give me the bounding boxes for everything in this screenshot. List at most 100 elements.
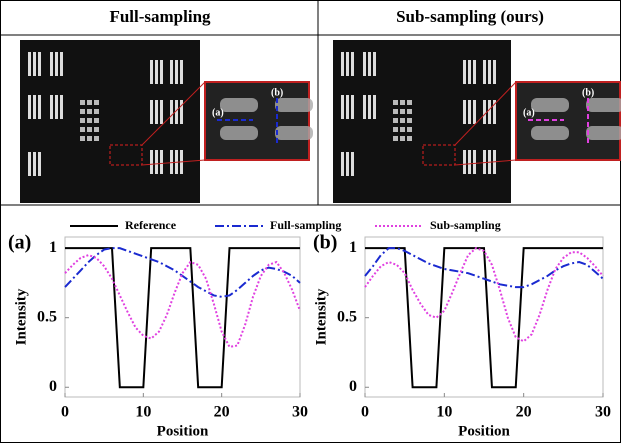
target-bar [87,100,92,105]
target-bar [407,136,412,141]
target-bar [468,150,471,174]
target-image [333,40,511,203]
target-bar [407,100,412,105]
target-bar [94,127,99,132]
target-bar [493,100,496,124]
y-tick-label: 0.5 [337,308,357,325]
inset-label: (b) [582,87,594,98]
target-bar [393,100,398,105]
target-bar [468,60,471,84]
x-tick-label: 0 [61,404,69,421]
target-bar [373,52,376,76]
x-tick-label: 20 [214,404,230,421]
target-bar [175,60,178,84]
inset-blob [220,126,258,140]
x-tick-label: 10 [436,404,452,421]
target-bar [160,150,163,174]
target-bar [180,100,183,124]
y-axis-label: Intensity [13,288,29,345]
target-bar [393,109,398,114]
target-bar [170,100,173,124]
target-bar [346,152,349,176]
inset-blob [531,126,569,140]
roi-box [422,144,456,166]
target-bar [155,60,158,84]
target-bar [28,95,31,119]
target-bar [483,100,486,124]
inset-blob [275,98,313,112]
target-bar [33,52,36,76]
x-tick-label: 0 [361,404,369,421]
target-bar [351,52,354,76]
x-tick-label: 10 [135,404,151,421]
target-bar [473,60,476,84]
target-bar [150,100,153,124]
target-bar [368,95,371,119]
inset-label: (a) [212,107,224,118]
inset [204,81,310,161]
target-bar [170,60,173,84]
target-bar [33,152,36,176]
target-bar [150,150,153,174]
roi-box [109,144,143,166]
zoom-line [141,159,206,166]
plot-area [364,236,604,398]
target-bar [94,100,99,105]
inset-blob [586,98,621,112]
series-line [364,247,604,289]
target-bar [400,127,405,132]
legend-label: Full-sampling [270,218,341,232]
target-bar [363,95,366,119]
target-bar [473,150,476,174]
target-bar [80,118,85,123]
target-bar [363,52,366,76]
target-bar [180,60,183,84]
target-bar [368,52,371,76]
target-bar [407,109,412,114]
target-bar [373,95,376,119]
chart-label: (b) [313,232,337,254]
target-bar [28,152,31,176]
series-line [365,247,603,389]
target-bar [80,109,85,114]
zoom-line [454,159,517,166]
inset-label: (b) [271,87,283,98]
zoom-line [454,81,517,146]
target-bar [155,150,158,174]
target-bar [94,136,99,141]
x-axis-label: Position [458,423,510,439]
target-bar [407,118,412,123]
target-bar [33,95,36,119]
target-bar [468,100,471,124]
target-bar [38,152,41,176]
target-bar [473,100,476,124]
target-bar [346,95,349,119]
x-tick-label: 30 [292,404,308,421]
panel-title: Full-sampling [109,7,211,26]
legend-label: Reference [125,218,177,232]
y-tick-label: 0.5 [37,308,57,325]
target-bar [94,118,99,123]
target-bar [346,52,349,76]
target-bar [400,118,405,123]
panel-title: Sub-sampling (ours) [396,7,544,26]
target-bar [38,52,41,76]
target-bar [87,109,92,114]
target-bar [400,136,405,141]
target-bar [463,150,466,174]
target-bar [463,60,466,84]
inset-label: (a) [523,107,535,118]
inset-blob [586,126,621,140]
target-bar [55,95,58,119]
target-bar [50,52,53,76]
y-axis-label: Intensity [313,288,329,345]
target-bar [155,100,158,124]
series-line [65,247,300,389]
y-tick-label: 0 [49,378,57,395]
target-bar [80,100,85,105]
y-tick-label: 0 [349,378,357,395]
target-bar [341,52,344,76]
target-bar [463,100,466,124]
inset [515,81,621,161]
target-bar [87,127,92,132]
